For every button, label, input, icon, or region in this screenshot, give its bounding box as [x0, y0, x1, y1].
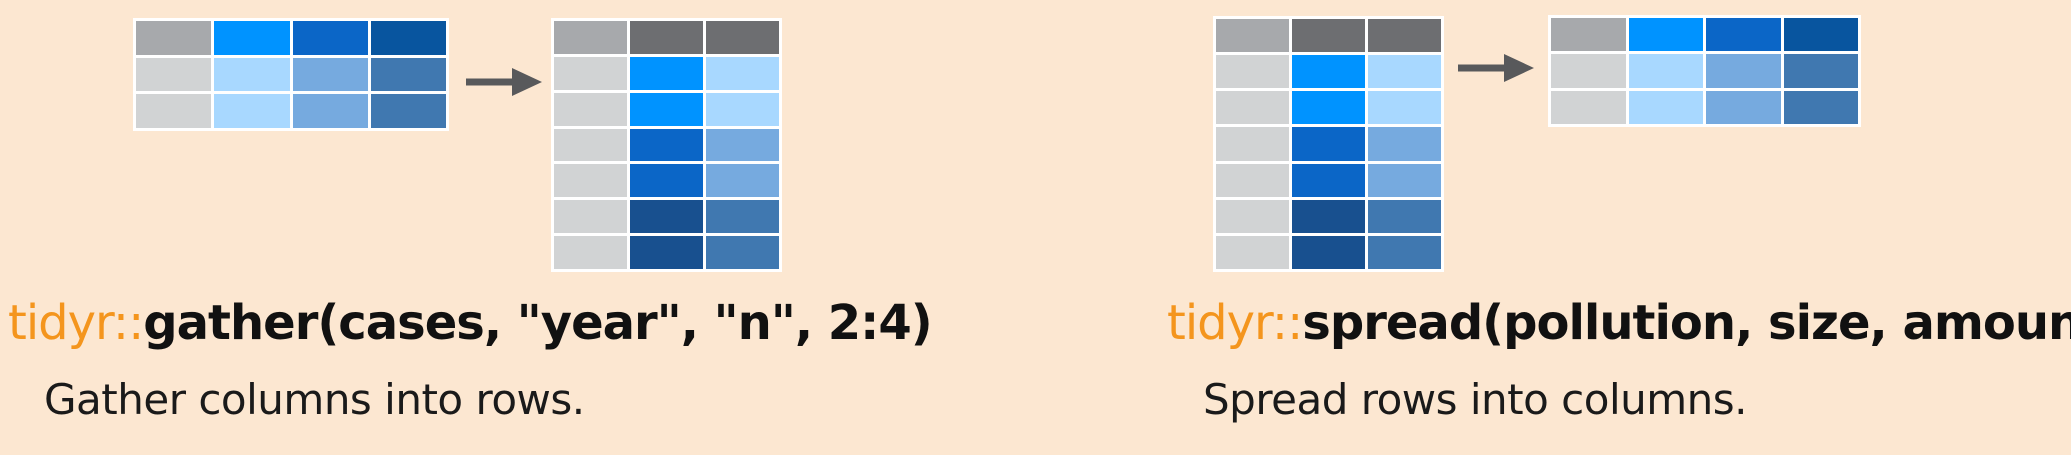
table-cell	[1216, 163, 1289, 197]
table-cell	[1368, 163, 1441, 197]
table-cell	[1368, 199, 1441, 233]
table-cell	[136, 21, 212, 55]
table-cell	[1216, 91, 1289, 125]
table-cell	[630, 164, 703, 198]
table-cell	[1292, 127, 1365, 161]
table-cell	[1216, 127, 1289, 161]
table-cell	[1368, 55, 1441, 89]
table-cell	[706, 236, 779, 269]
table-cell	[1292, 199, 1365, 233]
table-cell	[1368, 19, 1441, 53]
table-cell	[292, 94, 368, 128]
table-cell	[1783, 18, 1858, 52]
table-cell	[136, 57, 212, 92]
table-cell	[292, 21, 368, 55]
table-cell	[1706, 54, 1781, 88]
table-cell	[1783, 54, 1858, 88]
table-cell	[630, 56, 703, 90]
gather-long-table	[551, 18, 782, 272]
table-cell	[1292, 55, 1365, 89]
spread-description: Spread rows into columns.	[1203, 375, 1748, 424]
table-cell	[630, 128, 703, 162]
table-cell	[554, 56, 627, 90]
table-cell	[706, 92, 779, 126]
table-cell	[370, 21, 446, 55]
table-cell	[554, 236, 627, 269]
table-cell	[214, 94, 290, 128]
table-cell	[1216, 235, 1289, 269]
table-cell	[554, 128, 627, 162]
table-cell	[1216, 19, 1289, 53]
table-cell	[630, 92, 703, 126]
right-arrow-icon	[1458, 54, 1534, 82]
right-arrow-icon	[466, 68, 542, 96]
table-cell	[554, 200, 627, 234]
spread-namespace: tidyr::	[1167, 295, 1303, 351]
table-cell	[630, 21, 703, 54]
gather-namespace: tidyr::	[8, 295, 144, 351]
table-cell	[136, 94, 212, 128]
table-cell	[706, 200, 779, 234]
table-cell	[1551, 54, 1626, 88]
table-cell	[1628, 18, 1703, 52]
table-cell	[554, 21, 627, 54]
table-cell	[1551, 90, 1626, 124]
table-cell	[214, 57, 290, 92]
table-cell	[706, 21, 779, 54]
table-cell	[1292, 163, 1365, 197]
table-cell	[370, 94, 446, 128]
gather-function-call: tidyr::gather(cases, "year", "n", 2:4)	[8, 295, 933, 351]
table-cell	[1216, 55, 1289, 89]
table-cell	[706, 128, 779, 162]
table-cell	[1368, 127, 1441, 161]
table-cell	[1706, 90, 1781, 124]
table-cell	[554, 92, 627, 126]
gather-call: gather(cases, "year", "n", 2:4)	[143, 295, 932, 351]
table-cell	[1628, 54, 1703, 88]
table-cell	[292, 57, 368, 92]
table-cell	[1706, 18, 1781, 52]
table-cell	[1368, 91, 1441, 125]
table-cell	[554, 164, 627, 198]
table-cell	[1368, 235, 1441, 269]
spread-call: spread(pollution, size, amount)	[1302, 295, 2071, 351]
spread-function-call: tidyr::spread(pollution, size, amount)	[1167, 295, 2071, 351]
table-cell	[1783, 90, 1858, 124]
table-cell	[1551, 18, 1626, 52]
spread-wide-table	[1548, 15, 1861, 127]
table-cell	[1628, 90, 1703, 124]
table-cell	[630, 236, 703, 269]
table-cell	[706, 56, 779, 90]
table-cell	[1292, 91, 1365, 125]
table-cell	[370, 57, 446, 92]
spread-long-table	[1213, 16, 1444, 272]
gather-wide-table	[133, 18, 449, 131]
gather-description: Gather columns into rows.	[44, 375, 585, 424]
table-cell	[1292, 19, 1365, 53]
table-cell	[1216, 199, 1289, 233]
table-cell	[1292, 235, 1365, 269]
table-cell	[706, 164, 779, 198]
table-cell	[630, 200, 703, 234]
table-cell	[214, 21, 290, 55]
